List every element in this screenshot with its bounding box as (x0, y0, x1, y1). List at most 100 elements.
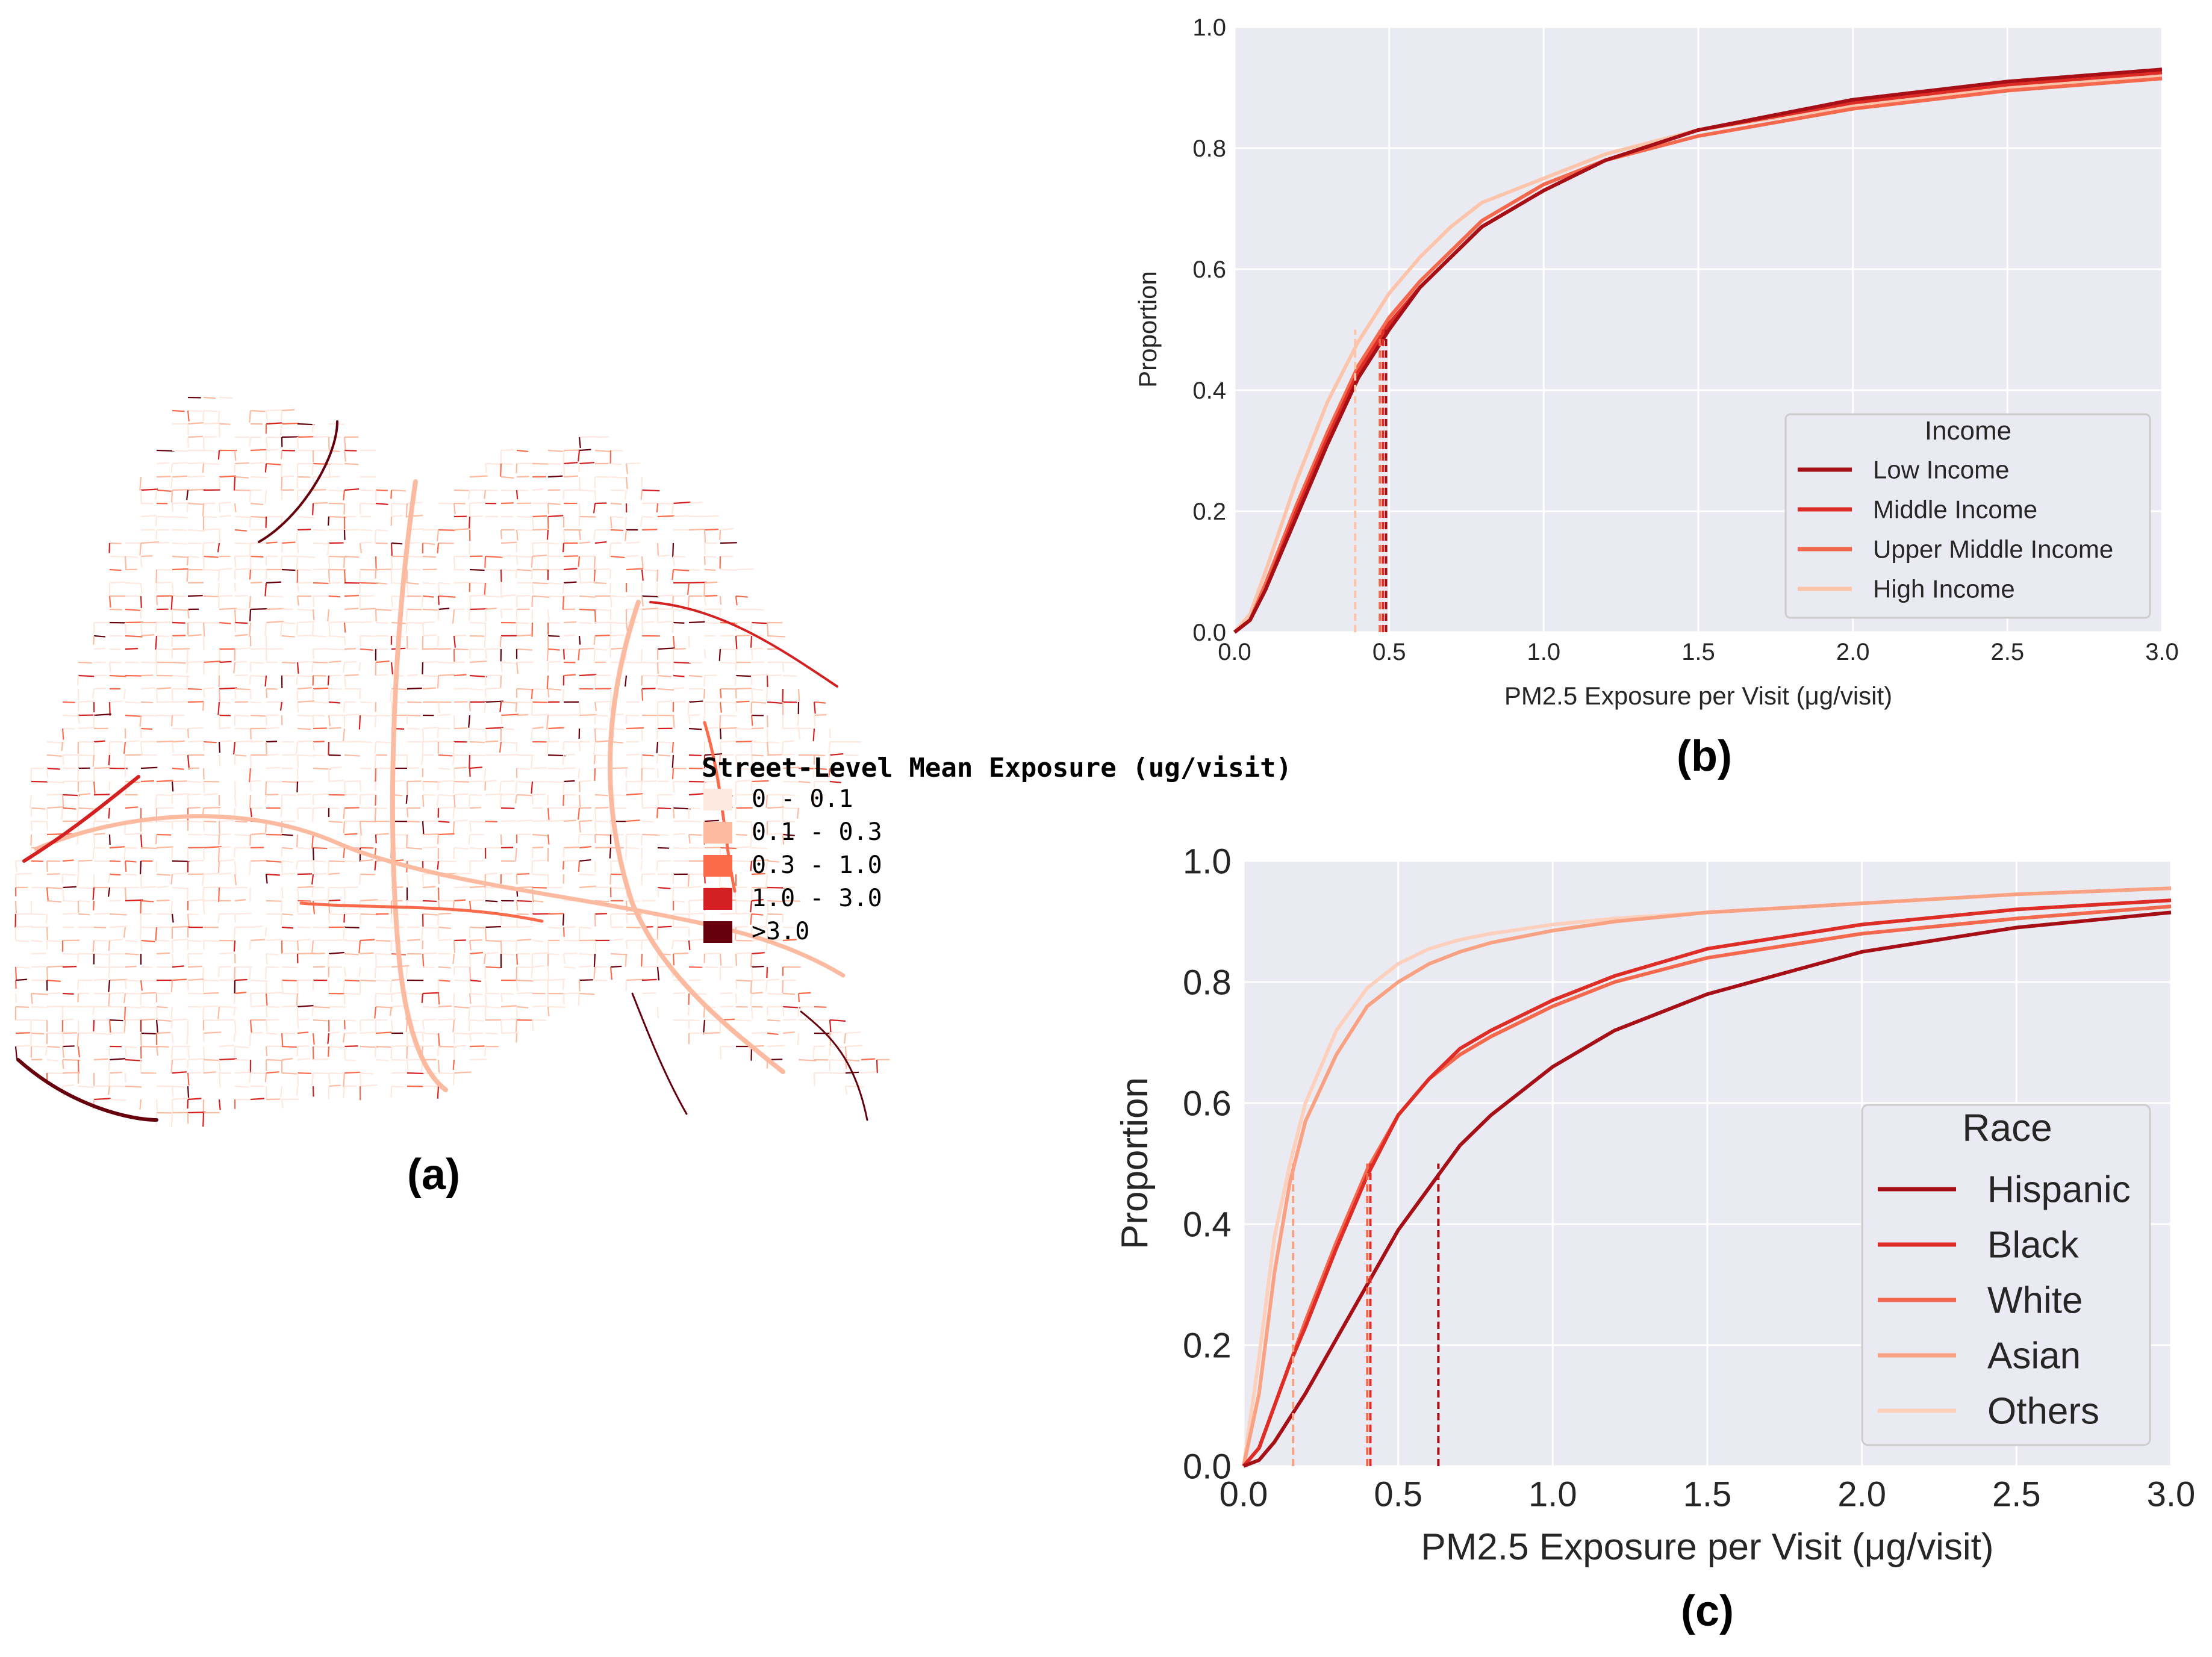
street-segment (93, 966, 112, 968)
street-segment (344, 939, 358, 942)
street-segment (547, 542, 559, 545)
street-segment (720, 542, 737, 544)
street-segment (735, 912, 753, 915)
street-segment (108, 993, 111, 1007)
street-segment (375, 966, 391, 968)
street-segment (297, 847, 313, 850)
y-tick-label: 1.0 (1192, 14, 1226, 41)
street-segment (281, 913, 293, 916)
street-segment (234, 633, 248, 637)
street-segment (469, 821, 472, 832)
street-segment (625, 476, 628, 490)
street-segment (203, 661, 221, 664)
street-segment (499, 701, 502, 712)
x-tick-label: 0.0 (1220, 1475, 1268, 1514)
street-segment (453, 886, 472, 889)
street-segment (249, 794, 252, 809)
street-segment (171, 1099, 174, 1113)
street-segment (313, 767, 331, 770)
street-segment (641, 754, 654, 757)
street-segment (532, 939, 544, 942)
street-segment (704, 847, 720, 849)
street-segment (46, 1005, 64, 1008)
street-segment (782, 980, 784, 993)
street-segment (688, 528, 705, 531)
street-segment (281, 872, 296, 875)
street-segment (328, 1072, 331, 1084)
street-segment (219, 952, 233, 955)
street-segment (281, 410, 283, 421)
street-segment (656, 741, 659, 753)
street-segment (562, 860, 565, 870)
street-segment (233, 1033, 236, 1042)
street-segment (374, 754, 377, 769)
street-segment (641, 688, 656, 690)
street-segment (782, 1019, 796, 1021)
street-segment (281, 860, 293, 863)
street-segment (62, 886, 76, 889)
street-segment (688, 899, 705, 902)
major-road (258, 420, 338, 543)
street-segment (140, 582, 143, 594)
street-segment (453, 819, 468, 822)
street-segment (578, 794, 581, 807)
street-segment (735, 688, 752, 690)
street-segment (735, 779, 751, 783)
street-segment (469, 926, 485, 929)
street-segment (265, 980, 267, 994)
street-segment (562, 794, 565, 806)
street-segment (720, 527, 734, 531)
street-segment (452, 1072, 455, 1086)
street-segment (547, 688, 550, 698)
street-segment (641, 953, 643, 967)
street-segment (78, 807, 95, 810)
street-segment (485, 700, 504, 703)
street-segment (547, 609, 550, 621)
street-segment (172, 938, 188, 942)
street-segment (469, 688, 484, 691)
street-segment (344, 833, 358, 836)
street-segment (172, 674, 190, 677)
street-segment (673, 833, 686, 836)
street-segment (422, 1032, 439, 1035)
street-segment (485, 489, 498, 492)
street-segment (767, 832, 784, 836)
street-segment (594, 608, 611, 612)
street-segment (139, 927, 142, 940)
street-segment (249, 622, 252, 637)
street-segment (484, 980, 487, 993)
street-segment (281, 621, 296, 624)
street-segment (46, 1059, 59, 1062)
legend-label: Middle Income (1873, 496, 2037, 524)
street-segment (452, 741, 455, 756)
street-segment (93, 1098, 111, 1101)
street-segment (78, 727, 96, 730)
street-segment (328, 754, 341, 756)
street-segment (766, 927, 768, 939)
street-segment (172, 701, 188, 703)
street-segment (468, 1019, 471, 1031)
street-segment (234, 1085, 249, 1088)
street-segment (750, 701, 753, 714)
street-segment (297, 674, 314, 678)
street-segment (155, 516, 158, 527)
street-segment (719, 1046, 722, 1060)
street-segment (673, 515, 690, 518)
street-segment (751, 952, 765, 955)
street-segment (782, 766, 799, 769)
street-segment (328, 661, 341, 664)
street-segment (234, 462, 249, 465)
street-segment (14, 1046, 18, 1059)
street-segment (594, 490, 597, 500)
street-segment (46, 965, 64, 968)
street-segment (704, 515, 719, 518)
street-segment (469, 847, 483, 850)
street-segment (327, 609, 330, 622)
street-segment (782, 661, 796, 664)
street-segment (468, 834, 471, 845)
street-segment (390, 662, 394, 675)
street-segment (500, 993, 503, 1003)
street-segment (720, 648, 738, 651)
street-segment (233, 993, 236, 1004)
street-segment (374, 741, 377, 754)
